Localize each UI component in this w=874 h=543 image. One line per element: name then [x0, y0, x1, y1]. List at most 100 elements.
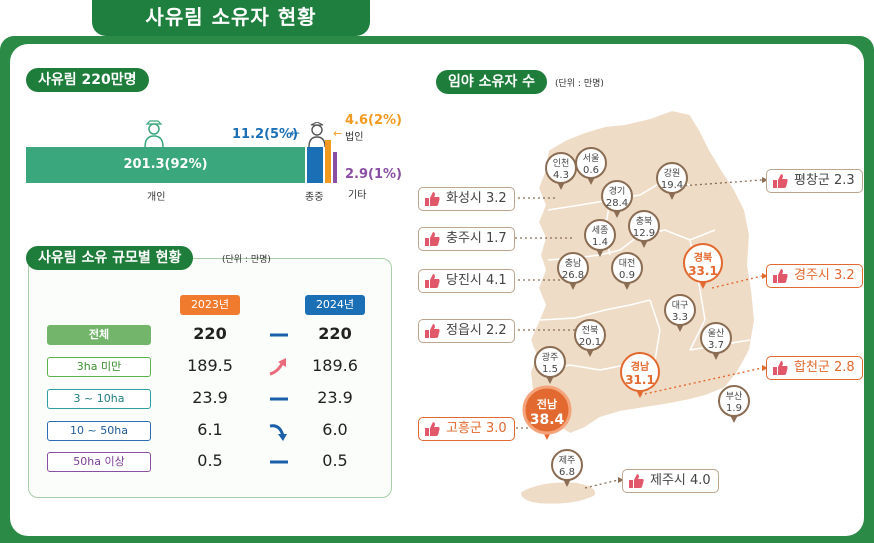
map-pin-circle: [664, 294, 696, 326]
city-callout-text: 고흥군 3.0: [446, 421, 507, 436]
region-marker: 울산3.7: [700, 322, 732, 360]
region-name: 부산: [726, 391, 743, 402]
region-name: 인천: [553, 158, 570, 169]
region-name: 전남: [537, 397, 557, 411]
region-name: 전북: [582, 325, 599, 336]
thumbs-up-icon: [425, 274, 440, 288]
map-pin-circle: [534, 346, 566, 378]
region-value: 26.8: [562, 270, 584, 281]
map-pin-circle: [584, 219, 616, 251]
region-value: 20.1: [579, 337, 601, 348]
clan-label: 종중: [305, 192, 324, 203]
region-value: 33.1: [688, 264, 718, 278]
region-value: 31.1: [625, 373, 655, 387]
region-name: 대전: [619, 258, 636, 269]
region-name: 대구: [672, 300, 689, 311]
region-value: 28.4: [606, 198, 628, 209]
table-cell-2023: 0.5: [197, 451, 223, 470]
decrease-arrow-icon: [269, 424, 287, 441]
city-callout-text: 정읍시 2.2: [446, 323, 507, 338]
table-cell-2024: 23.9: [317, 388, 353, 407]
thumbs-up-icon: [773, 361, 788, 375]
corporation-value: 4.6(2%): [345, 113, 402, 128]
city-callout: 화성시 3.2: [418, 187, 515, 211]
city-callout-text: 화성시 3.2: [446, 191, 507, 206]
year-2024-header: 2024년: [305, 295, 365, 315]
arrow-left-icon: ←: [333, 127, 343, 140]
map-pin-circle: [700, 322, 732, 354]
arrow-left-icon: ←: [290, 126, 301, 140]
region-name: 충북: [636, 216, 653, 227]
region-marker: 광주1.5: [534, 346, 566, 384]
table-cell-2024: 0.5: [322, 451, 348, 470]
city-callout-text: 합천군 2.8: [794, 360, 855, 375]
table-row-label: 3ha 미만: [47, 357, 151, 377]
region-marker: 서울0.6: [575, 147, 607, 185]
table-cell-2023: 6.1: [197, 420, 223, 439]
other-value: 2.9(1%): [345, 167, 402, 182]
region-marker: 제주6.8: [551, 449, 583, 487]
map-pin-circle: [574, 319, 606, 351]
table-row-label: 50ha 이상: [47, 452, 151, 472]
region-value: 38.4: [530, 412, 565, 428]
city-callout: 합천군 2.8: [766, 356, 863, 380]
scale-table-unit: (단위 : 만명): [222, 255, 271, 265]
map-pin-circle: [557, 252, 589, 284]
region-name: 울산: [708, 328, 725, 339]
jeju-island: [519, 480, 597, 506]
other-label: 기타: [348, 190, 367, 201]
table-row-label: 10 ~ 50ha: [47, 421, 151, 441]
thumbs-up-icon: [773, 269, 788, 283]
thumbs-up-icon: [425, 324, 440, 338]
map-pin-circle: [522, 385, 572, 435]
no-change-icon: [270, 333, 288, 337]
region-name: 서울: [583, 153, 600, 164]
region-value: 1.5: [542, 364, 558, 375]
corporation-bar: [325, 140, 331, 183]
city-callout-text: 경주시 3.2: [794, 268, 855, 283]
table-row-label: 3 ~ 10ha: [47, 389, 151, 409]
region-name: 경기: [609, 185, 626, 197]
region-value: 19.4: [661, 180, 683, 191]
region-value: 0.9: [619, 270, 635, 281]
map-pin-circle: [601, 180, 633, 212]
table-cell-2023: 220: [193, 324, 227, 343]
region-name: 경북: [694, 251, 712, 264]
region-name: 충남: [565, 258, 582, 269]
year-2023-header: 2023년: [180, 295, 240, 315]
map-pin-circle: [628, 210, 660, 242]
map-pin-circle: [620, 352, 660, 392]
region-value: 1.9: [726, 403, 742, 414]
map-pin-circle: [611, 252, 643, 284]
clan-value: 11.2(5%): [232, 127, 299, 142]
region-name: 세종: [592, 225, 609, 236]
region-value: 3.3: [672, 312, 688, 323]
region-name: 광주: [542, 351, 559, 363]
no-change-icon: [270, 460, 288, 464]
table-cell-2023: 23.9: [192, 388, 228, 407]
table-cell-2023: 189.5: [187, 356, 233, 375]
city-callout: 평창군 2.3: [766, 169, 863, 193]
clan-person-icon: [308, 122, 326, 148]
city-callout-text: 평창군 2.3: [794, 173, 855, 188]
region-value: 3.7: [708, 340, 724, 351]
highlight-leader-lines: [639, 275, 763, 396]
city-callout: 제주시 4.0: [622, 469, 719, 493]
thumbs-up-icon: [425, 192, 440, 206]
city-callout-text: 당진시 4.1: [446, 273, 507, 288]
map-pin-circle: [718, 385, 750, 417]
other-bar: [333, 152, 337, 183]
person-icon: [144, 120, 164, 148]
city-callout: 고흥군 3.0: [418, 417, 515, 441]
region-marker: 대구3.3: [664, 294, 696, 332]
region-marker: 세종1.4: [584, 219, 616, 257]
region-marker: 인천4.3: [545, 152, 577, 190]
clan-bar: [307, 147, 323, 183]
